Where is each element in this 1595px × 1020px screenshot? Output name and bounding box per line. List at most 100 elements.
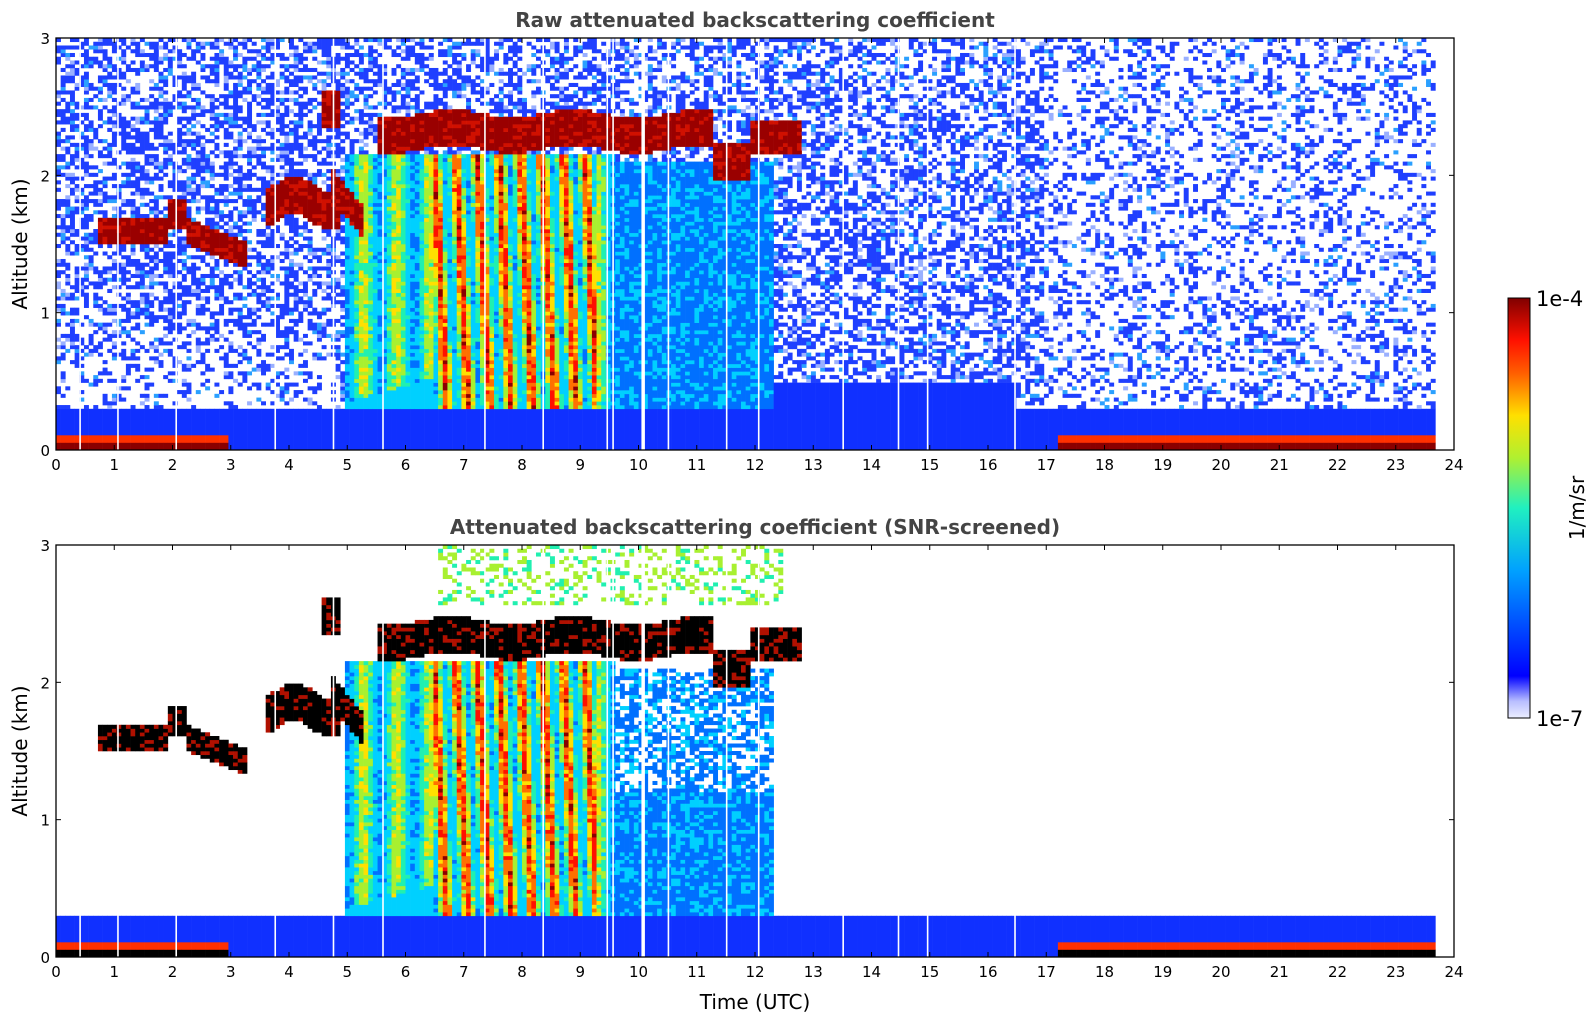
heatmap-cell — [480, 247, 486, 252]
heatmap-cell — [605, 154, 611, 237]
heatmap-cell — [568, 124, 574, 129]
heatmap-cell — [433, 236, 439, 241]
heatmap-cell — [307, 97, 313, 106]
heatmap-cell — [223, 442, 229, 450]
heatmap-cell — [228, 300, 234, 305]
heatmap-cell — [65, 75, 71, 84]
heatmap-cell — [470, 393, 476, 398]
heatmap-cell — [121, 94, 127, 99]
heatmap-cell — [135, 435, 141, 443]
heatmap-cell — [424, 45, 430, 50]
heatmap-cell — [237, 292, 243, 301]
heatmap-cell — [475, 206, 481, 211]
heatmap-cell — [158, 169, 164, 174]
heatmap-cell — [456, 225, 462, 230]
heatmap-cell — [97, 75, 103, 84]
heatmap-cell — [508, 229, 513, 237]
heatmap-cell — [275, 273, 280, 279]
heatmap-cell — [247, 135, 253, 140]
heatmap-cell — [214, 292, 220, 297]
heatmap-cell — [163, 326, 169, 331]
heatmap-cell — [563, 45, 569, 50]
heatmap-cell — [414, 165, 420, 170]
heatmap-cell — [191, 142, 197, 147]
heatmap-cell — [410, 97, 416, 102]
heatmap-cell — [372, 202, 378, 207]
heatmap-cell — [559, 251, 565, 256]
heatmap-cell — [97, 307, 103, 312]
heatmap-cell — [214, 172, 220, 177]
heatmap-cell — [494, 251, 499, 256]
heatmap-cell — [228, 150, 234, 166]
heatmap-cell — [559, 266, 565, 286]
heatmap-cell — [251, 367, 257, 372]
heatmap-cell — [261, 214, 266, 219]
heatmap-cell — [93, 165, 99, 170]
heatmap-cell — [219, 270, 225, 275]
heatmap-cell — [526, 326, 532, 331]
heatmap-cell — [587, 273, 593, 282]
heatmap-cell — [438, 270, 444, 275]
heatmap-cell — [508, 262, 513, 267]
heatmap-cell — [79, 41, 85, 50]
heatmap-cell — [470, 172, 476, 177]
heatmap-cell — [568, 345, 574, 350]
heatmap-cell — [153, 315, 159, 323]
heatmap-cell — [275, 214, 280, 222]
heatmap-cell — [340, 180, 346, 185]
heatmap-cell — [251, 273, 257, 279]
heatmap-cell — [596, 135, 602, 144]
heatmap-cell — [382, 232, 388, 237]
heatmap-cell — [372, 154, 378, 159]
heatmap-cell — [74, 348, 80, 353]
heatmap-cell — [316, 382, 322, 391]
heatmap-cell — [228, 45, 234, 50]
heatmap-cell — [167, 307, 173, 316]
heatmap-cell — [200, 435, 206, 443]
heatmap-cell — [456, 64, 462, 69]
heatmap-cell — [503, 337, 509, 342]
heatmap-cell — [391, 169, 397, 185]
heatmap-cell — [125, 408, 131, 436]
heatmap-cell — [461, 386, 467, 391]
heatmap-cell — [438, 217, 444, 222]
heatmap-cell — [97, 303, 103, 308]
heatmap-cell — [377, 393, 383, 410]
heatmap-cell — [363, 408, 369, 450]
heatmap-cell — [340, 307, 346, 312]
heatmap-cell — [447, 154, 453, 159]
heatmap-cell — [121, 38, 127, 46]
heatmap-cell — [93, 322, 99, 327]
heatmap-cell — [69, 435, 75, 443]
heatmap-cell — [591, 64, 597, 73]
heatmap-cell — [535, 300, 541, 305]
heatmap-cell — [149, 199, 155, 204]
heatmap-cell — [200, 408, 206, 436]
heatmap-cell — [438, 180, 444, 185]
heatmap-cell — [470, 210, 476, 222]
heatmap-cell — [601, 135, 607, 140]
heatmap-cell — [344, 214, 350, 219]
heatmap-cell — [452, 124, 458, 129]
heatmap-cell — [480, 405, 486, 410]
heatmap-cell — [121, 60, 127, 65]
heatmap-cell — [251, 56, 257, 61]
heatmap-cell — [321, 146, 327, 151]
heatmap-cell — [601, 401, 607, 406]
heatmap-cell — [522, 244, 527, 252]
heatmap-cell — [591, 348, 597, 353]
heatmap-cell — [386, 348, 392, 353]
heatmap-cell — [167, 318, 173, 335]
heatmap-cell — [549, 318, 555, 323]
heatmap-cell — [344, 307, 350, 320]
heatmap-cell — [139, 60, 145, 69]
heatmap-cell — [205, 229, 211, 234]
heatmap-cell — [270, 191, 276, 196]
heatmap-cell — [195, 221, 201, 226]
heatmap-cell — [307, 266, 313, 271]
heatmap-cell — [573, 120, 579, 132]
heatmap-cell — [559, 120, 565, 129]
heatmap-cell — [400, 210, 406, 219]
heatmap-cell — [377, 165, 383, 174]
heatmap-cell — [531, 262, 537, 275]
